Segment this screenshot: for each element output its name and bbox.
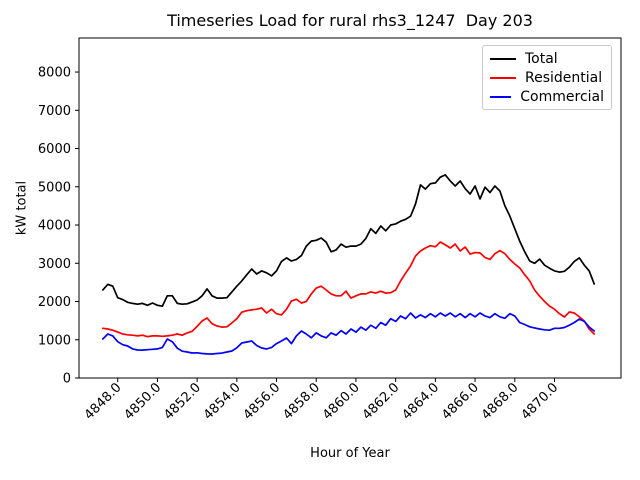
x-tick-label: 4870.0 <box>519 380 562 423</box>
x-tick-label: 4862.0 <box>360 380 403 423</box>
legend-item-residential: Residential <box>490 71 604 85</box>
x-tick-label: 4858.0 <box>280 380 323 423</box>
x-tick-label: 4850.0 <box>121 380 164 423</box>
y-tick-label: 7000 <box>38 104 71 119</box>
x-tick-label: 4854.0 <box>201 380 244 423</box>
legend-line-swatch <box>490 76 516 79</box>
legend-line-swatch <box>490 57 516 60</box>
series-line-residential <box>101 241 596 338</box>
legend-label: Total <box>525 50 558 67</box>
series-line-commercial <box>101 312 596 355</box>
legend-item-commercial: Commercial <box>490 90 604 104</box>
y-tick-label: 8000 <box>38 66 71 81</box>
y-tick-label: 2000 <box>38 295 71 310</box>
x-tick-label: 4866.0 <box>439 380 482 423</box>
plot-border <box>78 37 622 379</box>
y-axis-label: kW total <box>14 180 30 236</box>
legend-label: Residential <box>525 69 603 86</box>
x-tick-label: 4868.0 <box>479 380 522 423</box>
y-tick-label: 1000 <box>38 333 71 348</box>
series-line-total <box>101 174 596 307</box>
y-tick-label: 0 <box>63 372 71 387</box>
legend: Total Residential Commercial <box>482 45 612 110</box>
x-tick-label: 4856.0 <box>241 380 284 423</box>
y-tick-label: 3000 <box>38 257 71 272</box>
x-axis-label: Hour of Year <box>310 446 390 461</box>
x-tick-label: 4852.0 <box>161 380 204 423</box>
chart-title: Timeseries Load for rural rhs3_1247 Day … <box>167 11 533 30</box>
x-tick-label: 4864.0 <box>399 380 442 423</box>
x-tick-label: 4848.0 <box>82 380 125 423</box>
x-tick-label: 4860.0 <box>320 380 363 423</box>
legend-label: Commercial <box>520 88 604 105</box>
y-tick-label: 4000 <box>38 219 71 234</box>
legend-line-swatch <box>490 95 512 98</box>
y-tick-label: 6000 <box>38 142 71 157</box>
y-tick-label: 5000 <box>38 180 71 195</box>
legend-item-total: Total <box>490 52 604 66</box>
